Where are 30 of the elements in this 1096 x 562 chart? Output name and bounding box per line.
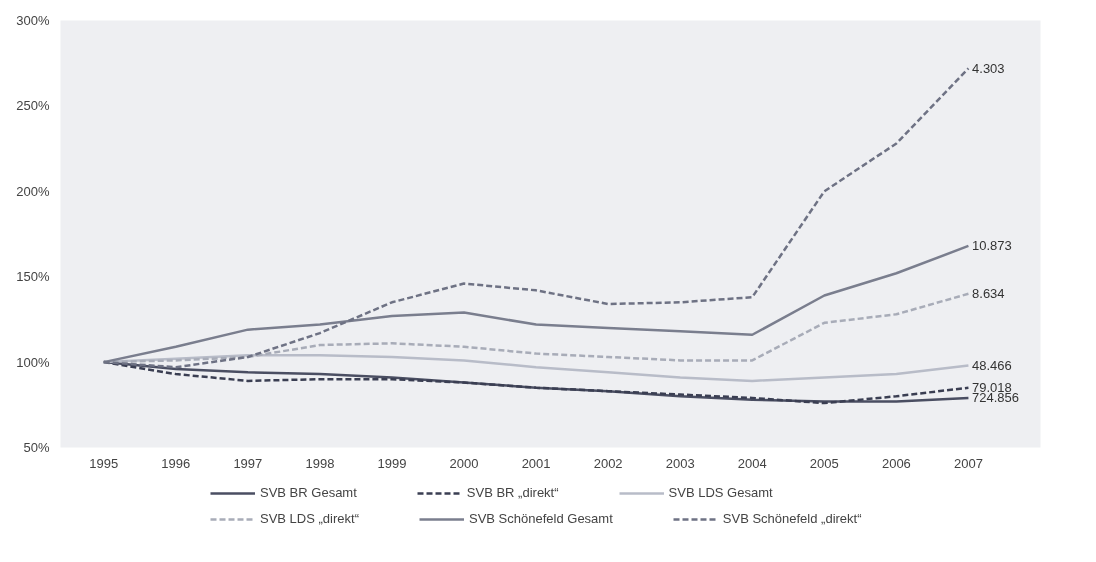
x-tick-label: 2006: [881, 455, 911, 471]
legend-label: SVB BR Gesamt: [260, 485, 357, 500]
legend-label: SVB Schönefeld „direkt“: [722, 511, 862, 526]
legend-label: SVB LDS Gesamt: [668, 485, 773, 500]
y-tick-label: 150%: [16, 269, 50, 285]
x-tick-label: 2001: [521, 455, 551, 471]
annotation: 4.303: [972, 60, 1005, 76]
legend-label: SVB LDS „direkt“: [260, 511, 359, 526]
annotation: 48.466: [972, 358, 1012, 374]
x-tick-label: 1998: [305, 455, 335, 471]
legend-label: SVB Schönefeld Gesamt: [468, 511, 613, 526]
y-tick-label: 200%: [16, 183, 50, 199]
x-tick-label: 2003: [665, 455, 695, 471]
y-tick-label: 250%: [16, 98, 50, 114]
y-tick-label: 100%: [16, 354, 50, 370]
line-series: [102, 67, 970, 369]
x-tick-label: 2005: [809, 455, 839, 471]
legend-label: SVB BR „direkt“: [466, 485, 559, 500]
x-tick-label: 2007: [953, 455, 983, 471]
x-tick-label: 1996: [161, 455, 191, 471]
annotation: 10.873: [972, 238, 1012, 254]
x-tick-label: 1997: [233, 455, 263, 471]
y-tick-label: 50%: [23, 440, 50, 455]
x-tick-label: 1995: [89, 455, 119, 471]
x-tick-label: 2000: [449, 455, 479, 471]
y-tick-label: 300%: [16, 13, 50, 28]
annotation: 8.634: [972, 286, 1005, 302]
x-tick-label: 2004: [737, 455, 767, 471]
x-tick-label: 2002: [593, 455, 623, 471]
x-tick-label: 1999: [377, 455, 407, 471]
